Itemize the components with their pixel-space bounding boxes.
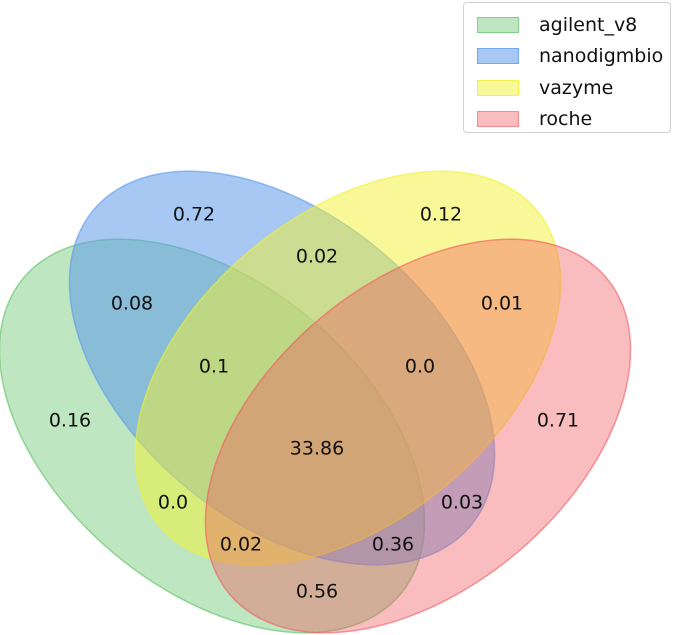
legend-label: roche: [539, 108, 593, 131]
legend-item-nanodigmbio: nanodigmbio: [477, 41, 670, 73]
legend-label: nanodigmbio: [539, 45, 664, 68]
region-label-vr: 0.01: [481, 293, 523, 315]
region-label-anvr: 33.86: [290, 438, 344, 460]
legend-label: agilent_v8: [539, 13, 638, 36]
region-label-n: 0.72: [173, 204, 215, 226]
region-label-anr: 0.36: [372, 534, 414, 556]
region-label-nvr: 0.0: [405, 356, 435, 378]
region-label-nv: 0.02: [296, 246, 338, 268]
legend-swatch: [477, 79, 519, 96]
region-label-v: 0.12: [420, 204, 462, 226]
legend-item-roche: roche: [477, 104, 670, 136]
set-ellipse-roche: [204, 238, 632, 634]
legend-swatch: [477, 48, 519, 65]
legend-label: vazyme: [539, 76, 614, 99]
region-label-a: 0.16: [49, 410, 91, 432]
region-label-r: 0.71: [537, 410, 579, 432]
region-label-av: 0.0: [158, 492, 188, 514]
legend: agilent_v8 nanodigmbio vazyme roche: [463, 2, 671, 133]
region-label-avr: 0.02: [220, 534, 262, 556]
region-label-anv: 0.1: [199, 356, 229, 378]
legend-item-vazyme: vazyme: [477, 72, 670, 104]
legend-swatch: [477, 16, 519, 33]
region-label-ar: 0.56: [296, 581, 338, 603]
legend-swatch: [477, 111, 519, 128]
region-label-an: 0.08: [111, 293, 153, 315]
legend-item-agilent-v8: agilent_v8: [477, 9, 670, 41]
set-ellipse-vazyme: [134, 170, 562, 566]
region-label-nr: 0.03: [441, 492, 483, 514]
